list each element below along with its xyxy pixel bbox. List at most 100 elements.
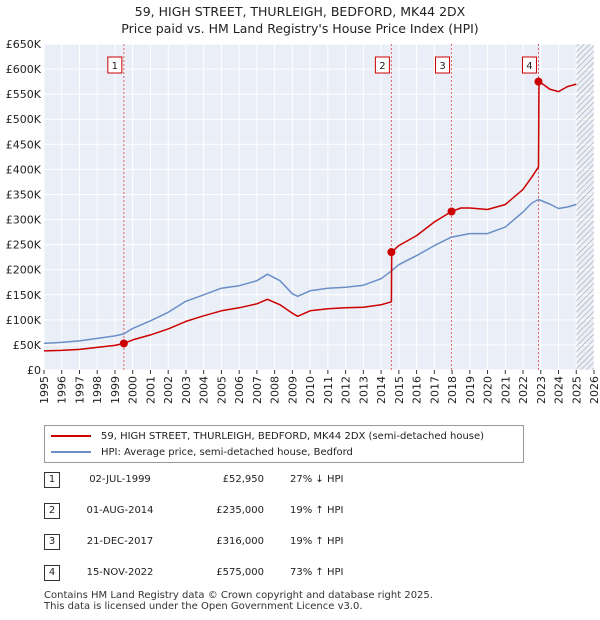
- transaction-hpi: 19% ↑ HPI: [290, 505, 344, 516]
- series-line-hpi: [43, 198, 577, 345]
- legend-swatch-hpi: [51, 451, 91, 453]
- transaction-label-box: [107, 56, 123, 74]
- x-tick-label: 2002: [162, 376, 175, 404]
- future-hatch-area: [576, 44, 594, 370]
- x-tick-label: 1995: [38, 376, 51, 404]
- series-line-property: [43, 80, 577, 352]
- x-tick-label: 2001: [144, 376, 157, 404]
- transaction-label: 2: [379, 61, 385, 72]
- transaction-point: [119, 339, 128, 348]
- transaction-labels: 1 2 3 4: [107, 56, 537, 74]
- transaction-hpi: 73% ↑ HPI: [290, 567, 344, 578]
- transaction-label: 1: [112, 61, 118, 72]
- transaction-points: [119, 77, 543, 348]
- x-tick-label: 2000: [127, 376, 140, 404]
- transaction-price: £316,000: [216, 536, 264, 547]
- y-tick-label: £50K: [13, 339, 42, 352]
- y-tick-label: £300K: [6, 214, 42, 227]
- title-line-2: Price paid vs. HM Land Registry's House …: [121, 21, 479, 36]
- y-tick-label: £600K: [6, 63, 42, 76]
- transaction-row: 3 21-DEC-2017 £316,000 19% ↑ HPI: [44, 534, 404, 552]
- x-tick-label: 2014: [375, 376, 388, 404]
- x-tick-label: 2019: [464, 376, 477, 404]
- y-tick-label: £450K: [6, 138, 42, 151]
- x-tick-label: 2016: [411, 376, 424, 404]
- footer-line-1: Contains HM Land Registry data © Crown c…: [44, 590, 433, 601]
- x-tick-label: 2025: [570, 376, 583, 404]
- x-tick-label: 2026: [588, 376, 600, 404]
- transaction-price: £52,950: [222, 474, 264, 485]
- y-tick-label: £400K: [6, 163, 42, 176]
- x-tick-label: 2015: [393, 376, 406, 404]
- transaction-date: 21-DEC-2017: [86, 536, 154, 547]
- transaction-number: 4: [44, 565, 60, 581]
- x-tick-label: 1997: [73, 376, 86, 404]
- transaction-row: 1 02-JUL-1999 £52,950 27% ↓ HPI: [44, 472, 404, 490]
- x-tick-label: 2020: [482, 376, 495, 404]
- x-tick-label: 2022: [517, 376, 530, 404]
- footer-attribution: Contains HM Land Registry data © Crown c…: [44, 590, 433, 612]
- plot-area: [44, 44, 594, 370]
- y-tick-label: £500K: [6, 113, 42, 126]
- transaction-price: £235,000: [216, 505, 264, 516]
- legend-item-property: 59, HIGH STREET, THURLEIGH, BEDFORD, MK4…: [51, 429, 484, 443]
- chart-title: 59, HIGH STREET, THURLEIGH, BEDFORD, MK4…: [0, 3, 600, 37]
- transaction-date: 01-AUG-2014: [86, 505, 154, 516]
- transaction-point: [447, 207, 456, 216]
- x-tick-label: 2009: [286, 376, 299, 404]
- transaction-label: 3: [439, 61, 445, 72]
- legend-swatch-property: [51, 435, 91, 437]
- y-tick-label: £250K: [6, 239, 42, 252]
- transaction-number: 3: [44, 534, 60, 550]
- transaction-price: £575,000: [216, 567, 264, 578]
- x-tick-label: 2006: [233, 376, 246, 404]
- x-tick-label: 2024: [553, 376, 566, 404]
- legend-label-hpi: HPI: Average price, semi-detached house,…: [101, 446, 353, 458]
- y-tick-label: £350K: [6, 188, 42, 201]
- x-tick-label: 2007: [251, 376, 264, 404]
- transaction-row: 2 01-AUG-2014 £235,000 19% ↑ HPI: [44, 503, 404, 521]
- x-tick-label: 2021: [499, 376, 512, 404]
- y-tick-label: £100K: [6, 314, 42, 327]
- transaction-label-box: [521, 56, 537, 74]
- axes: £0 £50K £100K £150K £200K £250K £300K £350K £400…: [6, 38, 600, 404]
- transaction-label-box: [374, 56, 390, 74]
- y-tick-label: £0: [27, 364, 41, 377]
- transaction-point: [387, 248, 396, 257]
- title-line-1: 59, HIGH STREET, THURLEIGH, BEDFORD, MK4…: [134, 4, 466, 19]
- transaction-hpi: 27% ↓ HPI: [290, 474, 344, 485]
- y-tick-label: £150K: [6, 289, 42, 302]
- footer-line-2: This data is licensed under the Open Gov…: [44, 601, 363, 612]
- x-tick-label: 2010: [304, 376, 317, 404]
- price-chart: 1 2 3 4 £0 £50K £100K £150K £200K £250K £300K £350…: [6, 38, 600, 404]
- series: [43, 80, 577, 352]
- x-tick-label: 2003: [180, 376, 193, 404]
- x-tick-label: 2008: [269, 376, 282, 404]
- x-tick-label: 1999: [109, 376, 122, 404]
- transaction-number: 2: [44, 503, 60, 519]
- x-tick-label: 2011: [322, 376, 335, 404]
- x-tick-label: 2023: [535, 376, 548, 404]
- y-tick-label: £550K: [6, 88, 42, 101]
- legend-item-hpi: HPI: Average price, semi-detached house,…: [51, 445, 353, 459]
- transaction-number: 1: [44, 472, 60, 488]
- x-tick-label: 2012: [340, 376, 353, 404]
- x-tick-label: 2018: [446, 376, 459, 404]
- y-tick-label: £200K: [6, 264, 42, 277]
- x-tick-label: 1998: [91, 376, 104, 404]
- y-tick-label: £650K: [6, 38, 42, 51]
- x-tick-label: 2017: [428, 376, 441, 404]
- transaction-label-box: [435, 56, 451, 74]
- x-tick-label: 2004: [198, 376, 211, 404]
- grid: [43, 43, 595, 371]
- transaction-date: 02-JUL-1999: [89, 474, 151, 485]
- legend-label-property: 59, HIGH STREET, THURLEIGH, BEDFORD, MK4…: [101, 430, 485, 442]
- transaction-point: [534, 77, 543, 86]
- transaction-date: 15-NOV-2022: [86, 567, 154, 578]
- transaction-row: 4 15-NOV-2022 £575,000 73% ↑ HPI: [44, 565, 404, 583]
- x-tick-label: 2013: [357, 376, 370, 404]
- transaction-label: 4: [526, 61, 532, 72]
- x-tick-label: 2005: [215, 376, 228, 404]
- legend: 59, HIGH STREET, THURLEIGH, BEDFORD, MK4…: [44, 425, 524, 463]
- transaction-hpi: 19% ↑ HPI: [290, 536, 344, 547]
